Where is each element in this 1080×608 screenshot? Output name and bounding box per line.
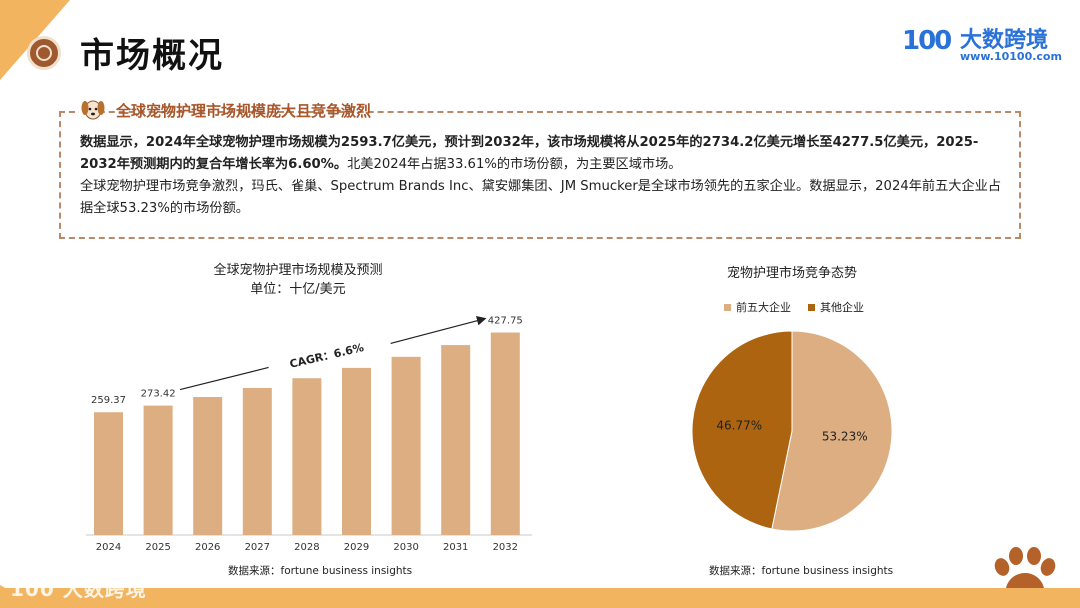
info-paragraph-2: 全球宠物护理市场竞争激烈，玛氏、雀巢、Spectrum Brands Inc、黛…	[80, 179, 1002, 216]
info-paragraph-1: 数据显示，2024年全球宠物护理市场规模为2593.7亿美元，预计到2032年，…	[80, 132, 1005, 176]
legend-label: 其他企业	[820, 300, 864, 314]
legend-label: 前五大企业	[736, 300, 791, 314]
pie-chart-source: 数据来源：fortune business insights	[709, 565, 894, 577]
info-box-text: 数据显示，2024年全球宠物护理市场规模为2593.7亿美元，预计到2032年，…	[80, 132, 1005, 220]
bar-2030	[391, 356, 421, 535]
x-tick-label: 2029	[344, 542, 369, 553]
pie-data-label: 53.23%	[822, 429, 868, 443]
pie-chart: 前五大企业 其他企业 53.23% 46.77%	[691, 300, 893, 532]
trend-arrow-right	[390, 316, 487, 345]
bar-data-label: 273.42	[141, 389, 176, 400]
brand-logo[interactable]: 100 大数跨境 www.10100.com	[902, 22, 1062, 68]
logo-mark: 100	[902, 26, 952, 56]
x-tick-label: 2031	[443, 542, 468, 553]
watermark: 100 大数跨境	[10, 573, 147, 602]
cagr-annotation: CAGR：6.6%	[288, 341, 365, 371]
x-tick-label: 2025	[145, 542, 170, 553]
trend-arrow-left	[179, 366, 269, 391]
legend-swatch	[724, 304, 731, 311]
watermark-text: 大数跨境	[62, 577, 147, 601]
bar-data-label: 259.37	[91, 395, 126, 406]
bar-chart-title-block: 全球宠物护理市场规模及预测 单位：十亿/美元	[168, 261, 428, 299]
info-paragraph-1-bold: 数据显示，2024年全球宠物护理市场规模为2593.7亿美元，预计到2032年，…	[80, 135, 979, 172]
bar-2029	[342, 367, 371, 535]
pie-chart-title: 宠物护理市场竞争态势	[726, 266, 857, 281]
dog-icon	[81, 100, 105, 120]
bar-2027	[242, 387, 272, 535]
bar-data-label: 427.75	[488, 316, 523, 327]
bar-chart-subtitle: 单位：十亿/美元	[250, 282, 346, 297]
title-bullet-icon	[27, 36, 61, 70]
x-tick-label: 2030	[393, 542, 418, 553]
info-box-header: 全球宠物护理市场规模庞大且竞争激烈	[78, 96, 371, 124]
info-box	[59, 111, 1021, 239]
bar-2032	[490, 332, 520, 535]
x-tick-label: 2024	[96, 542, 121, 553]
bar-chart-title: 全球宠物护理市场规模及预测	[213, 263, 383, 278]
pie-slice-0	[771, 330, 893, 532]
footer-bar	[0, 588, 1080, 608]
bar-chart: 2024 259.37 2025 273.42 2026 2027 2028 2029 2030…	[86, 316, 532, 553]
bar-chart-source: 数据来源：fortune business insights	[228, 565, 413, 577]
x-tick-label: 2028	[294, 542, 319, 553]
bar-2028	[292, 378, 322, 535]
bar-2026	[193, 397, 223, 535]
x-tick-label: 2027	[245, 542, 270, 553]
info-box-title: 全球宠物护理市场规模庞大且竞争激烈	[116, 102, 372, 120]
bar-2024	[94, 412, 123, 535]
page-title: 市场概况	[80, 36, 224, 76]
logo-url: www.10100.com	[960, 50, 1062, 63]
x-tick-label: 2032	[493, 542, 518, 553]
watermark-mark: 100	[10, 577, 55, 601]
pie-slice-1	[691, 330, 793, 530]
x-tick-label: 2026	[195, 542, 220, 553]
logo-text: 大数跨境	[960, 28, 1049, 53]
bar-2025	[143, 405, 173, 535]
legend-swatch	[808, 304, 815, 311]
pie-data-label: 46.77%	[716, 419, 762, 433]
info-paragraph-1-rest: 北美2024年占据33.61%的市场份额，为主要区域市场。	[347, 157, 682, 172]
bar-2031	[441, 345, 471, 535]
